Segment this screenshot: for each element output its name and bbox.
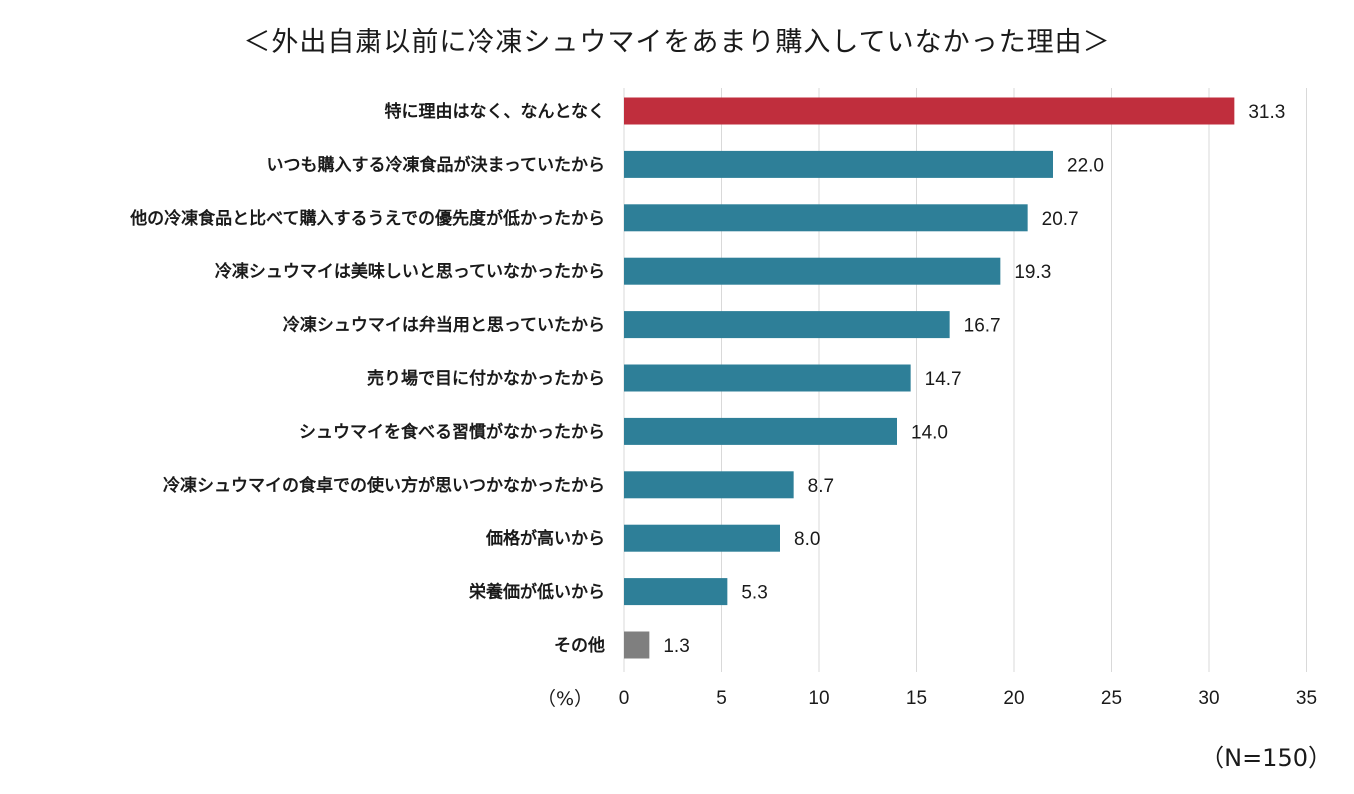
bar — [624, 417, 897, 445]
x-tick-label: 20 — [1003, 688, 1024, 709]
x-axis-ticks: 0 5 10 15 20 25 30 35 — [619, 688, 1317, 709]
chart-title: ＜外出自粛以前に冷凍シュウマイをあまり購入していなかった理由＞ — [243, 27, 1111, 58]
category-label: 他の冷凍食品と比べて購入するうえでの優先度が低かったから — [129, 208, 605, 229]
value-label: 31.3 — [1248, 102, 1285, 123]
bar — [624, 204, 1028, 232]
x-tick-label: 15 — [906, 688, 927, 709]
bar — [624, 631, 650, 659]
category-label: 冷凍シュウマイは弁当用と思っていたから — [283, 315, 605, 336]
bar — [624, 257, 1001, 285]
value-label: 22.0 — [1067, 155, 1104, 176]
bar — [624, 97, 1235, 125]
bar — [624, 364, 911, 392]
value-label: 16.7 — [964, 316, 1001, 337]
value-label: 14.0 — [911, 422, 948, 443]
x-tick-label: 10 — [808, 688, 829, 709]
category-label: 冷凍シュウマイは美味しいと思っていなかったから — [215, 261, 605, 282]
category-label: 特に理由はなく、なんとなく — [385, 101, 606, 122]
category-labels: 特に理由はなく、なんとなくいつも購入する冷凍食品が決まっていたから他の冷凍食品と… — [129, 101, 605, 656]
x-tick-label: 25 — [1101, 688, 1122, 709]
bar — [624, 471, 794, 499]
category-label: 栄養価が低いから — [468, 582, 605, 603]
sample-size-note: （N=150） — [1200, 744, 1332, 772]
x-tick-label: 5 — [716, 688, 727, 709]
value-label: 14.7 — [925, 369, 962, 390]
category-label: 冷凍シュウマイの食卓での使い方が思いつかなかったから — [163, 475, 605, 496]
value-label: 5.3 — [741, 583, 767, 604]
bars — [624, 97, 1235, 659]
category-label: 売り場で目に付かなかったから — [367, 368, 605, 389]
value-labels: 31.3 22.0 20.7 19.3 16.7 14.7 14.0 8.7 8.0 5.3 1.3 — [663, 102, 1285, 657]
bar — [624, 150, 1053, 178]
value-label: 8.0 — [794, 529, 820, 550]
category-label: シュウマイを食べる習慣がなかったから — [299, 421, 605, 442]
category-label: いつも購入する冷凍食品が決まっていたから — [267, 154, 605, 175]
value-label: 8.7 — [808, 476, 834, 497]
x-tick-label: 0 — [619, 688, 630, 709]
x-tick-label: 30 — [1198, 688, 1219, 709]
value-label: 20.7 — [1042, 209, 1079, 230]
x-tick-label: 35 — [1296, 688, 1317, 709]
value-label: 19.3 — [1014, 262, 1051, 283]
category-label: その他 — [554, 635, 605, 656]
bar — [624, 524, 780, 552]
bar — [624, 311, 950, 339]
category-label: 価格が高いから — [485, 528, 605, 549]
bar — [624, 578, 728, 606]
x-axis-unit-label: （%） — [536, 688, 594, 710]
value-label: 1.3 — [663, 636, 689, 657]
